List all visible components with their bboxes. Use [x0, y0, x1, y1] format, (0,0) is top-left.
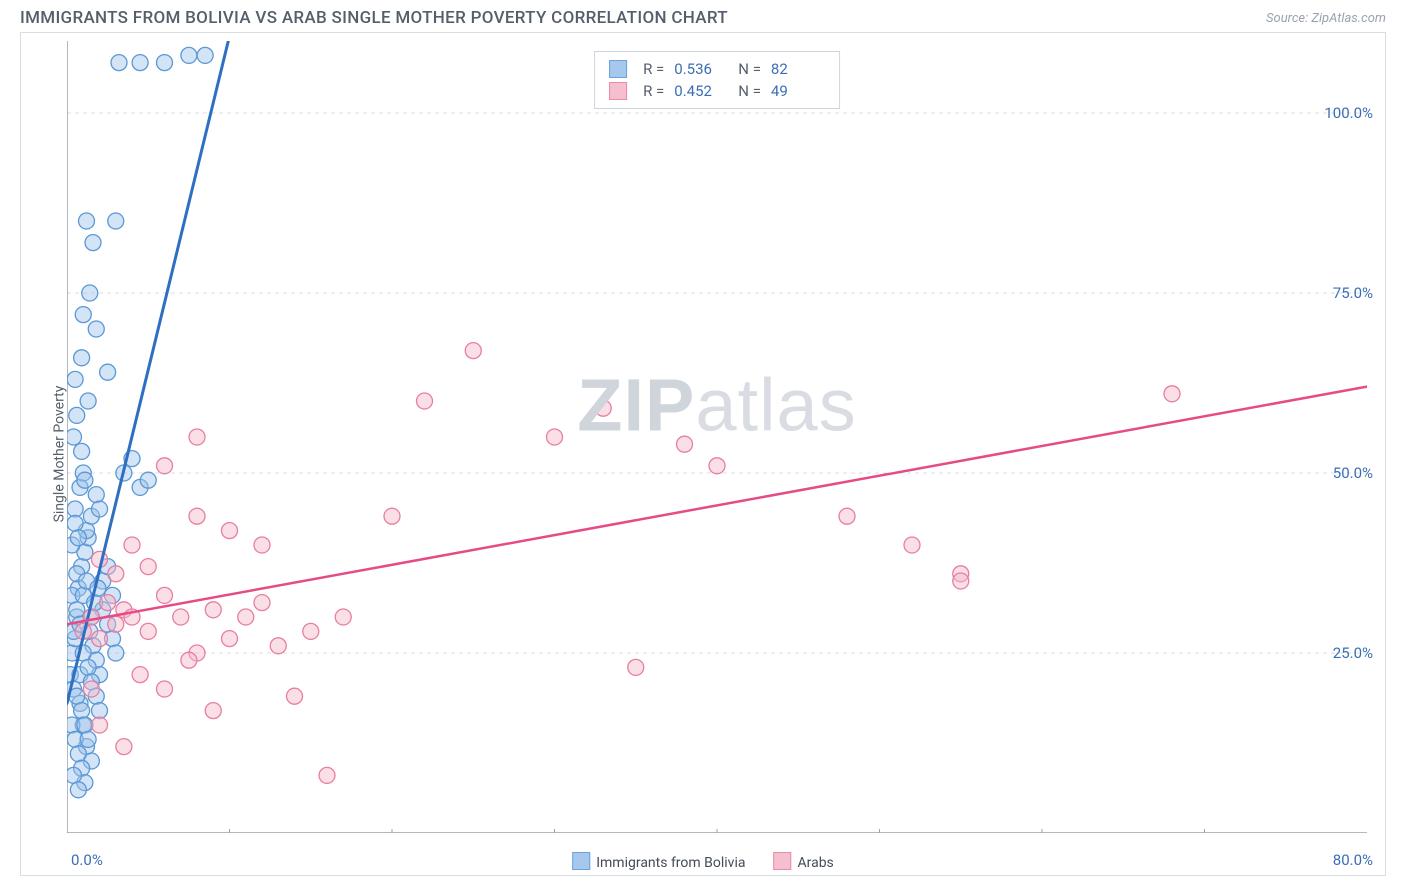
- y-axis-label: Single Mother Poverty: [51, 386, 67, 523]
- series-legend: Immigrants from Bolivia Arabs: [572, 852, 834, 871]
- scatter-svg: [67, 41, 1367, 833]
- stats-row-arabs: R = 0.452 N = 49: [609, 80, 825, 102]
- n-value-arabs: 49: [771, 82, 825, 100]
- legend-item-arabs: Arabs: [773, 852, 833, 871]
- r-value-bolivia: 0.536: [674, 60, 728, 78]
- chart-title: IMMIGRANTS FROM BOLIVIA VS ARAB SINGLE M…: [20, 8, 728, 28]
- legend-swatch-arabs: [773, 852, 791, 870]
- r-value-arabs: 0.452: [674, 82, 728, 100]
- stats-row-bolivia: R = 0.536 N = 82: [609, 58, 825, 80]
- y-tick: 75.0%: [1333, 284, 1373, 302]
- header: IMMIGRANTS FROM BOLIVIA VS ARAB SINGLE M…: [0, 0, 1406, 32]
- y-tick: 50.0%: [1333, 464, 1373, 482]
- stats-legend: R = 0.536 N = 82 R = 0.452 N = 49: [594, 51, 840, 109]
- y-tick: 100.0%: [1324, 104, 1373, 122]
- swatch-bolivia: [609, 60, 627, 78]
- plot-area: ZIPatlas R = 0.536 N = 82 R = 0.452 N = …: [67, 41, 1367, 833]
- y-tick: 25.0%: [1333, 644, 1373, 662]
- swatch-arabs: [609, 82, 627, 100]
- legend-item-bolivia: Immigrants from Bolivia: [572, 852, 745, 871]
- chart-container: Single Mother Poverty ZIPatlas R = 0.536…: [20, 32, 1386, 876]
- source-label: Source: ZipAtlas.com: [1266, 11, 1386, 26]
- x-tick-max: 80.0%: [1333, 851, 1373, 869]
- n-value-bolivia: 82: [771, 60, 825, 78]
- x-tick-min: 0.0%: [71, 851, 103, 869]
- legend-swatch-bolivia: [572, 852, 590, 870]
